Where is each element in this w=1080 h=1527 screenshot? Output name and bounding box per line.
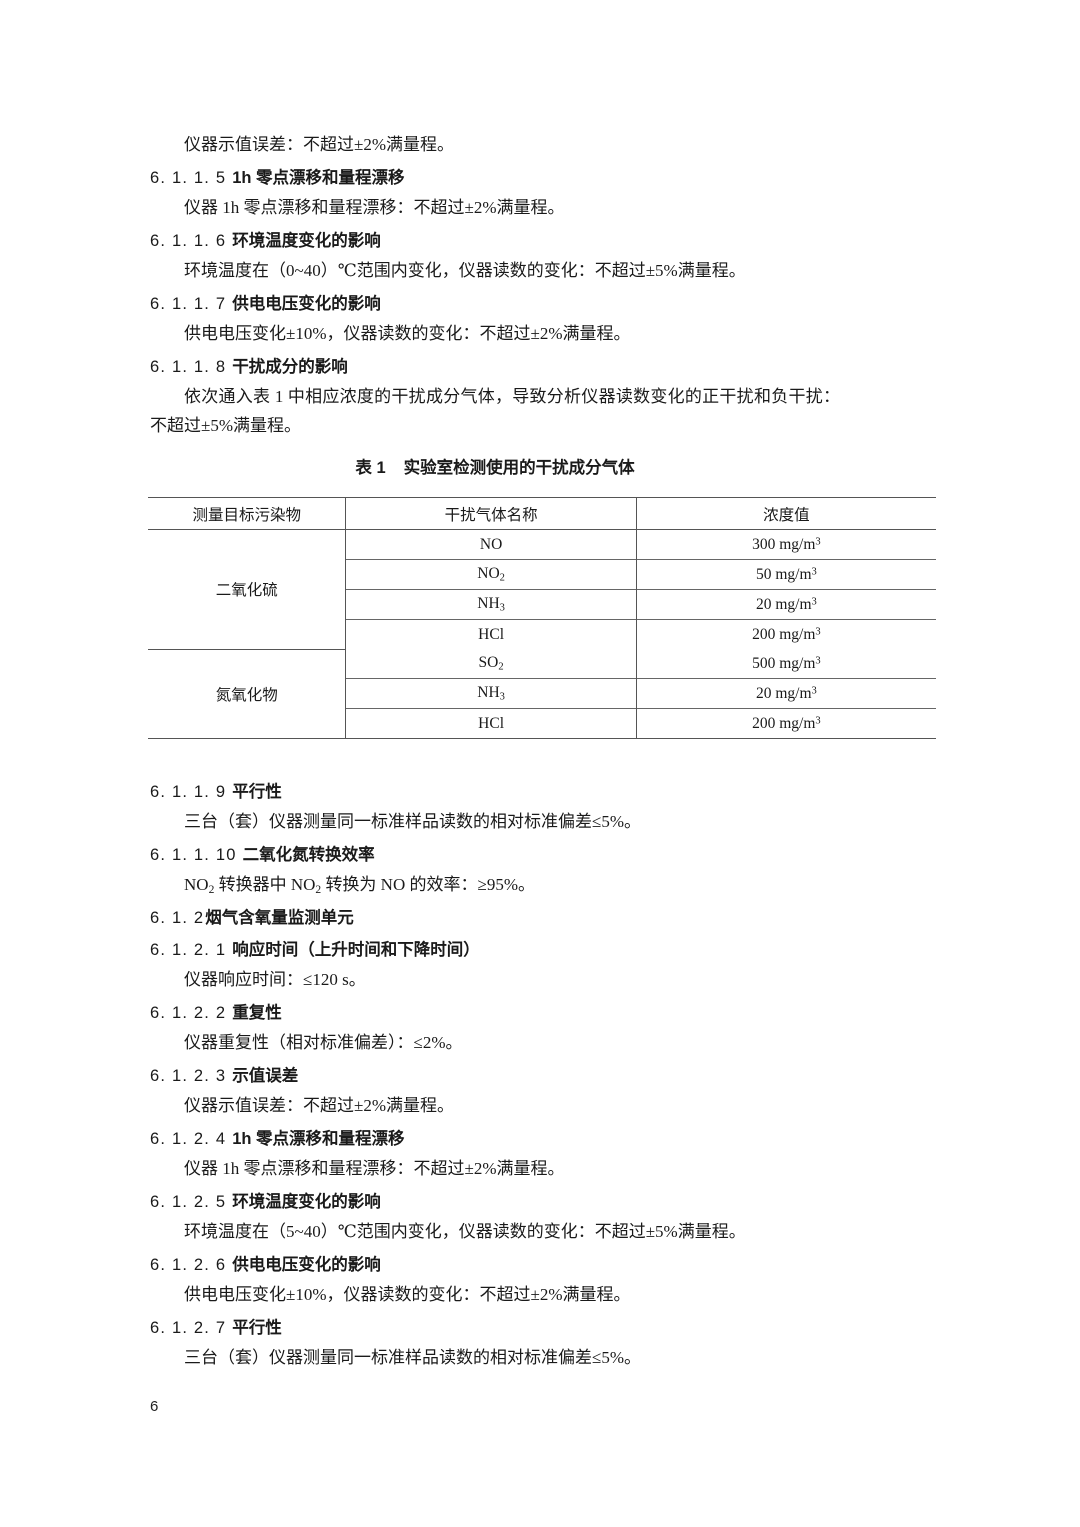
clause-title: 干扰成分的影响 (232, 358, 348, 377)
clause-heading: 6. 1. 1. 8 干扰成分的影响 (150, 355, 840, 380)
clause-number: 6. 1. 2. 2 (150, 1004, 227, 1023)
clause-heading: 6. 1. 2. 6 供电电压变化的影响 (150, 1253, 840, 1278)
clause-heading: 6. 1. 2. 7 平行性 (150, 1316, 840, 1341)
page-number: 6 (150, 1398, 159, 1415)
cell-concentration: 20 mg/m3 (636, 678, 936, 709)
clause-number: 6. 1. 1. 8 (150, 358, 227, 377)
clause-number: 6. 1. 2. 7 (150, 1319, 227, 1338)
table-caption: 表 1 实验室检测使用的干扰成分气体 (150, 454, 840, 478)
clause-heading: 6. 1. 1. 6 环境温度变化的影响 (150, 229, 840, 254)
cell-gas-name: HCl (345, 708, 637, 739)
body-paragraph: 仪器示值误差：不超过±2%满量程。 (184, 1095, 454, 1115)
clause-number: 6. 1. 2. 4 (150, 1130, 227, 1149)
clause-number: 6. 1. 2. 1 (150, 941, 227, 960)
cell-gas-name: SO2 (345, 649, 637, 679)
clause-title: 供电电压变化的影响 (232, 1256, 381, 1275)
body-paragraph: 环境温度在（0~40）℃范围内变化，仪器读数的变化：不超过±5%满量程。 (184, 260, 746, 280)
body-paragraph: 依次通入表 1 中相应浓度的干扰成分气体，导致分析仪器读数变化的正干扰和负干扰：… (150, 386, 840, 436)
clause-title: 1h 零点漂移和量程漂移 (232, 1130, 405, 1149)
clause-heading: 6. 1. 2. 3 示值误差 (150, 1064, 840, 1089)
clause-title: 示值误差 (232, 1067, 299, 1086)
section-above-table: 仪器示值误差：不超过±2%满量程。 6. 1. 1. 5 1h 零点漂移和量程漂移仪… (150, 128, 840, 486)
body-paragraph: 仪器 1h 零点漂移和量程漂移：不超过±2%满量程。 (184, 1158, 565, 1178)
cell-concentration: 200 mg/m3 (636, 619, 936, 649)
clause-heading: 6. 1. 2. 4 1h 零点漂移和量程漂移 (150, 1127, 840, 1152)
cell-concentration: 500 mg/m3 (752, 654, 821, 672)
clause-title: 平行性 (232, 783, 282, 801)
table-row: 氮氧化物 SO2 500 mg/m3 (148, 648, 936, 739)
clause-number: 6. 1. 1. 9 (150, 783, 227, 801)
body-paragraph: 环境温度在（5~40）℃范围内变化，仪器读数的变化：不超过±5%满量程。 (184, 1221, 746, 1241)
body-paragraph: 仪器重复性（相对标准偏差）：≤2%。 (184, 1032, 463, 1052)
table-row: HCl 200 mg/m3 (148, 708, 936, 739)
cell-concentration: 20 mg/m3 (636, 589, 936, 620)
table-row: HCl 200 mg/m3 (148, 619, 936, 649)
table-head: 测量目标污染物 干扰气体名称 浓度值 (148, 497, 936, 530)
clause-title: 烟气含氧量监测单元 (205, 909, 354, 928)
body-paragraph: 供电电压变化±10%，仪器读数的变化：不超过±2%满量程。 (184, 1284, 631, 1304)
clause-title: 供电电压变化的影响 (232, 295, 381, 314)
table-row: NO2 50 mg/m3 (148, 559, 936, 590)
table-header-row: 测量目标污染物 干扰气体名称 浓度值 (148, 497, 936, 530)
clause-title: 环境温度变化的影响 (232, 232, 381, 251)
cell-concentration: 200 mg/m3 (636, 708, 936, 739)
clause-title: 重复性 (232, 1004, 282, 1023)
table-row: 二氧化硫 NO 300 mg/m3 (148, 529, 936, 649)
body-paragraph: 供电电压变化±10%，仪器读数的变化：不超过±2%满量程。 (184, 323, 631, 343)
body-paragraph: NO2 转换器中 NO2 转换为 NO 的效率：≥95%。 (184, 874, 535, 896)
text-blocks-bottom: 6. 1. 1. 9 平行性 三台（套）仪器测量同一标准样品读数的相对标准偏差≤5%… (150, 780, 840, 1372)
clause-heading: 6. 1. 1. 10 二氧化氮转换效率 (150, 843, 840, 868)
table-caption-label: 表 1 (355, 459, 386, 478)
body-paragraph: 仪器示值误差：不超过±2%满量程。 (184, 135, 454, 154)
table-row: NH3 20 mg/m3 (148, 589, 936, 620)
cell-target-pollutant: 氮氧化物 (148, 648, 347, 739)
cell-target-pollutant: 二氧化硫 (148, 529, 347, 649)
body-paragraph: 三台（套）仪器测量同一标准样品读数的相对标准偏差≤5%。 (184, 1347, 641, 1367)
interference-gas-table: 测量目标污染物 干扰气体名称 浓度值 二氧化硫 NO 300 mg/m3 NO2 50 … (148, 497, 936, 739)
header-concentration: 浓度值 (636, 497, 936, 530)
table-caption-title: 实验室检测使用的干扰成分气体 (403, 459, 635, 478)
clause-number: 6. 1. 2. 3 (150, 1067, 227, 1086)
header-pollutant: 测量目标污染物 (148, 497, 347, 530)
clause-number: 6. 1. 1. 6 (150, 232, 227, 251)
interference-gas-table-wrapper: 测量目标污染物 干扰气体名称 浓度值 二氧化硫 NO 300 mg/m3 NO2 50 … (148, 497, 936, 739)
table-row: NH3 20 mg/m3 (148, 678, 936, 709)
section-below-table: 6. 1. 1. 9 平行性 三台（套）仪器测量同一标准样品读数的相对标准偏差≤5%… (150, 773, 840, 1378)
clause-number: 6. 1. 2 (150, 909, 205, 928)
cell-gas-name: NO (345, 529, 637, 560)
body-paragraph: 仪器 1h 零点漂移和量程漂移：不超过±2%满量程。 (184, 197, 565, 217)
cell-gas-name: NH3 (345, 589, 637, 620)
clause-title: 环境温度变化的影响 (232, 1193, 381, 1212)
text-blocks-top: 仪器示值误差：不超过±2%满量程。 6. 1. 1. 5 1h 零点漂移和量程漂移仪… (150, 130, 840, 440)
clause-number: 6. 1. 2. 6 (150, 1256, 227, 1275)
clause-title: 平行性 (232, 1319, 282, 1338)
cell-gas-name: NH3 (345, 678, 637, 709)
clause-heading: 6. 1. 2. 1 响应时间（上升时间和下降时间） (150, 938, 840, 963)
table-body: 二氧化硫 NO 300 mg/m3 NO2 50 mg/m3 NH3 20 mg/m3 HCl… (148, 529, 936, 739)
clause-heading: 6. 1. 2. 2 重复性 (150, 1001, 840, 1026)
clause-title: 1h 零点漂移和量程漂移 (232, 169, 405, 188)
clause-heading: 6. 1. 1. 9 平行性 (150, 780, 840, 805)
clause-number: 6. 1. 1. 5 (150, 169, 227, 188)
body-paragraph: 三台（套）仪器测量同一标准样品读数的相对标准偏差≤5%。 (184, 811, 641, 831)
cell-gas-name: NO2 (345, 559, 637, 590)
header-gas-name: 干扰气体名称 (345, 497, 637, 530)
cell-concentration: 300 mg/m3 (752, 535, 821, 553)
clause-title: 二氧化氮转换效率 (242, 845, 375, 864)
cell-gas-name: HCl (345, 619, 637, 649)
clause-number: 6. 1. 1. 7 (150, 295, 227, 314)
clause-number: 6. 1. 1. 10 (150, 845, 237, 864)
clause-heading: 6. 1. 2. 5 环境温度变化的影响 (150, 1190, 840, 1215)
cell-concentration: 50 mg/m3 (636, 559, 936, 590)
clause-title: 响应时间（上升时间和下降时间） (232, 941, 480, 960)
body-paragraph: 仪器响应时间：≤120 s。 (184, 969, 366, 989)
clause-heading: 6. 1. 2 烟气含氧量监测单元 (150, 906, 840, 931)
clause-number: 6. 1. 2. 5 (150, 1193, 227, 1212)
clause-heading: 6. 1. 1. 5 1h 零点漂移和量程漂移 (150, 166, 840, 191)
clause-heading: 6. 1. 1. 7 供电电压变化的影响 (150, 292, 840, 317)
